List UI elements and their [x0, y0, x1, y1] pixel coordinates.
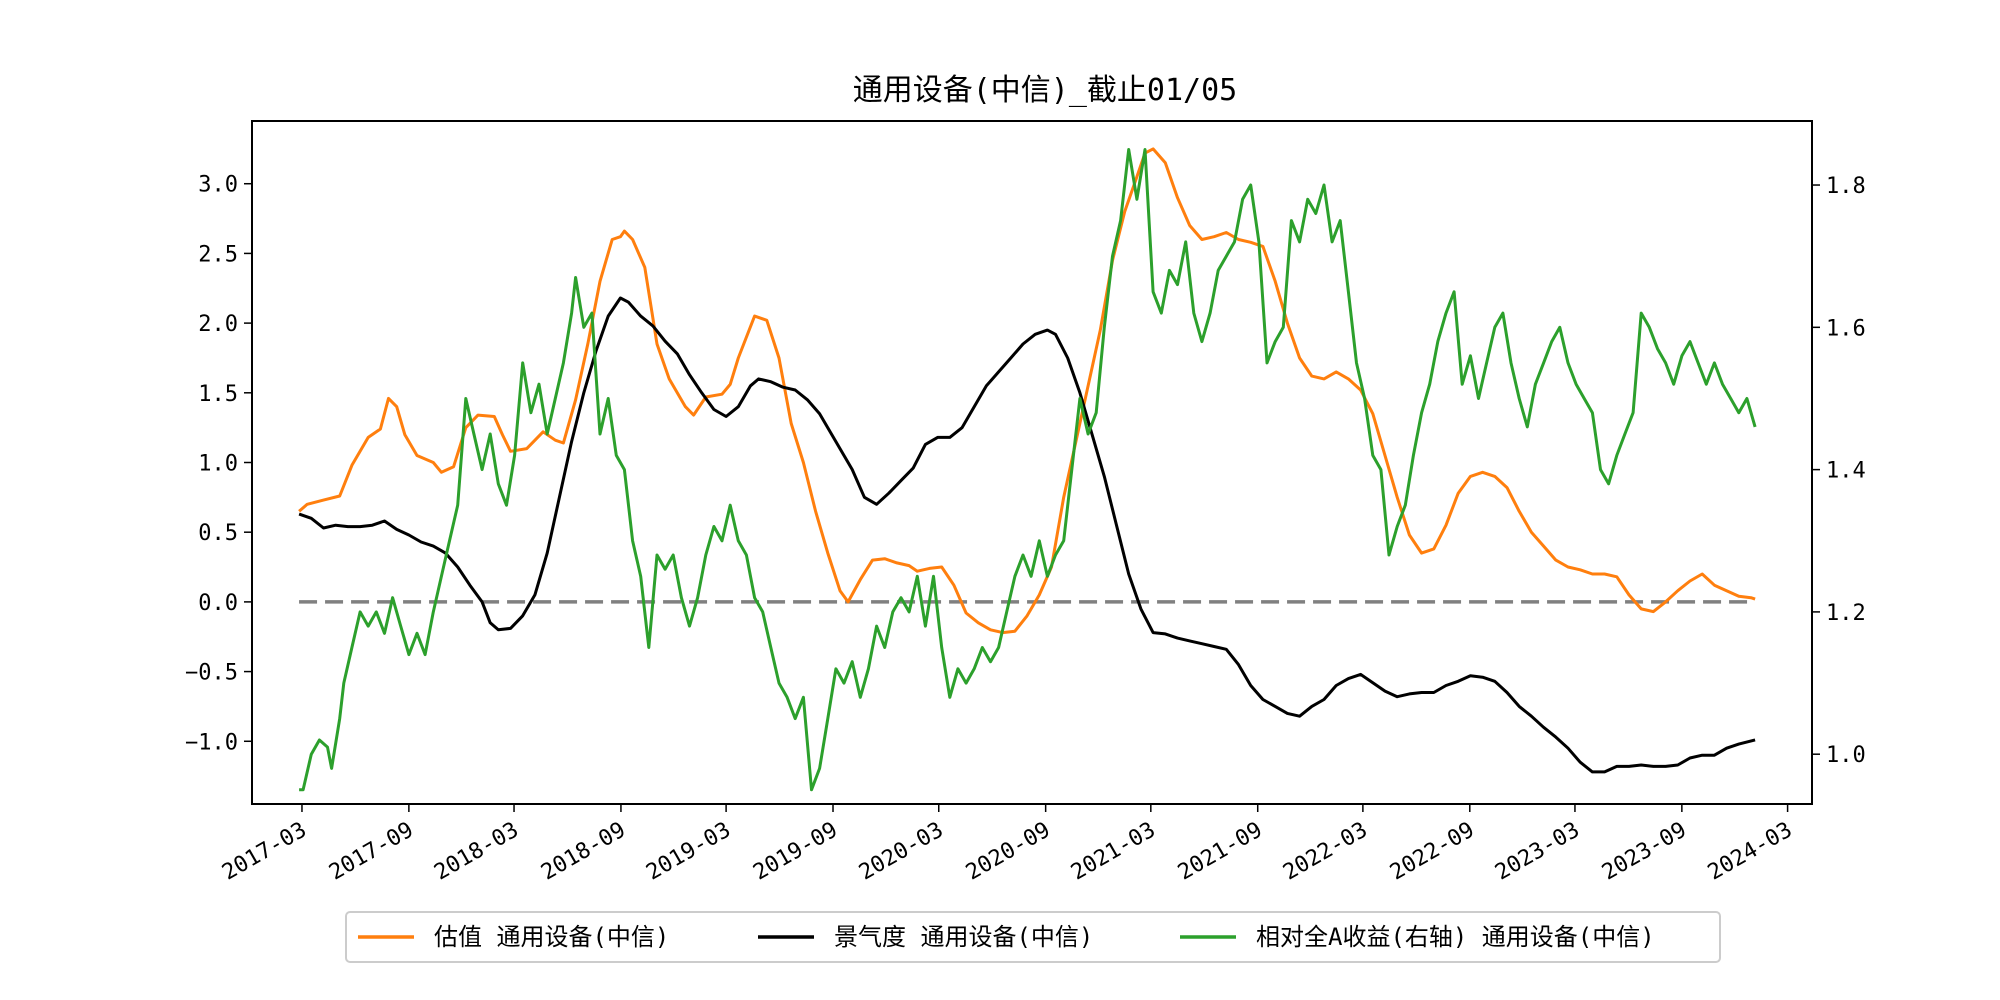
left-tick-label: 3.0 — [198, 173, 238, 198]
x-tick-label: 2020-09 — [962, 818, 1055, 886]
series-line-2 — [298, 296, 1756, 774]
right-tick-label: 1.4 — [1826, 459, 1866, 484]
left-tick-label: −1.0 — [185, 730, 238, 755]
right-tick-label: 1.2 — [1826, 601, 1866, 626]
legend-box — [345, 911, 1721, 963]
right-tick-label: 1.8 — [1826, 174, 1866, 199]
axes: −1.0 −0.5 0.0 0.5 1.0 1.5 2.0 2.5 3.0 1.0 1.2 1.4 1.… — [185, 173, 1866, 886]
legend: 估值 通用设备(中信) 景气度 通用设备(中信) 相对全A收益(右轴) 通用设备(中… — [345, 911, 1721, 963]
left-tick-label: 2.5 — [198, 242, 238, 267]
left-tick-label: 1.5 — [198, 382, 238, 407]
x-tick-label: 2023-09 — [1598, 818, 1691, 886]
left-tick-label: 2.0 — [198, 312, 238, 337]
legend-label-3: 相对全A收益(右轴) 通用设备(中信) — [1256, 923, 1655, 951]
x-tick-label: 2020-03 — [855, 818, 948, 886]
left-tick-label: 0.5 — [198, 521, 238, 546]
right-tick-label: 1.6 — [1826, 316, 1866, 341]
series-line-1 — [298, 147, 1756, 635]
right-tick-label: 1.0 — [1826, 743, 1866, 768]
x-tick-label: 2024-03 — [1704, 818, 1797, 886]
x-tick-label: 2022-09 — [1386, 818, 1479, 886]
x-tick-label: 2021-09 — [1174, 818, 1267, 886]
x-tick-label: 2022-03 — [1279, 818, 1372, 886]
x-tick-label: 2021-03 — [1067, 818, 1160, 886]
x-tick-label: 2019-03 — [642, 818, 735, 886]
x-tick-label: 2017-09 — [325, 818, 418, 886]
legend-label-1: 估值 通用设备(中信) — [434, 923, 669, 951]
x-tick-label: 2019-09 — [749, 818, 842, 886]
x-tick-label: 2023-03 — [1491, 818, 1584, 886]
legend-label-2: 景气度 通用设备(中信) — [834, 923, 1093, 951]
x-tick-label: 2017-03 — [218, 818, 311, 886]
left-tick-label: 1.0 — [198, 452, 238, 477]
x-tick-label: 2018-03 — [430, 818, 523, 886]
left-tick-label: 0.0 — [198, 591, 238, 616]
series-line-3 — [299, 148, 1757, 792]
plot-frame — [251, 120, 1813, 805]
plot-area — [298, 147, 1757, 792]
chart-title: 通用设备(中信)_截止01/05 — [853, 73, 1238, 108]
left-tick-label: −0.5 — [185, 661, 238, 686]
x-tick-label: 2018-09 — [537, 818, 630, 886]
